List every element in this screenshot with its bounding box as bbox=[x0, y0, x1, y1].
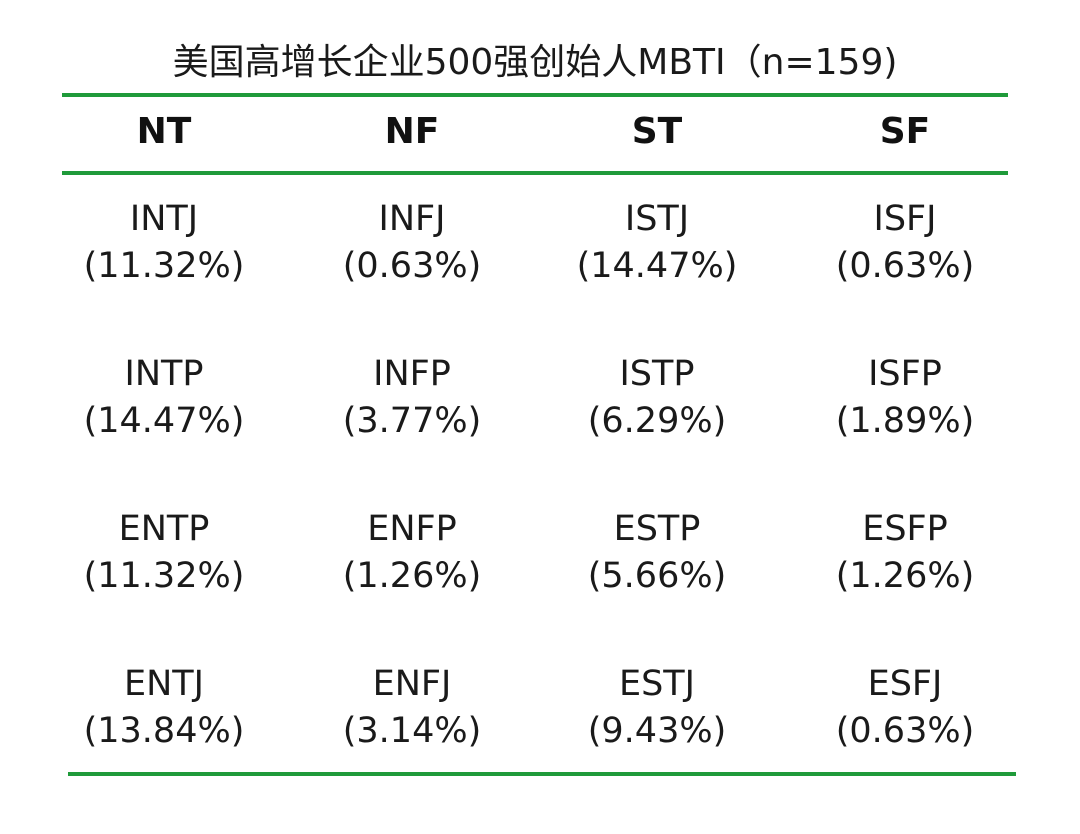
table-cell: ISFJ (0.63%) bbox=[785, 196, 1025, 296]
table-cell: ISFP (1.89%) bbox=[785, 351, 1025, 451]
table-title: 美国高增长企业500强创始人MBTI（n=159) bbox=[172, 42, 898, 83]
mbti-percent: (1.26%) bbox=[835, 556, 975, 596]
table-cell: INTJ (11.32%) bbox=[44, 196, 284, 296]
table-cell: ISTJ (14.47%) bbox=[537, 196, 777, 296]
mbti-type: ENTP bbox=[118, 509, 210, 549]
mbti-type: ISTP bbox=[619, 354, 695, 394]
bottom-rule bbox=[68, 772, 1016, 776]
column-header-nt: NT bbox=[136, 111, 192, 152]
mbti-type: ESTJ bbox=[618, 664, 696, 704]
column-header-nf: NF bbox=[384, 111, 440, 152]
mbti-type: ENTJ bbox=[124, 664, 204, 704]
mbti-percent: (14.47%) bbox=[83, 401, 245, 441]
table-cell: INTP (14.47%) bbox=[44, 351, 284, 451]
mbti-percent: (14.47%) bbox=[576, 246, 738, 286]
mbti-percent: (1.89%) bbox=[835, 401, 975, 441]
table-cell: ENTP (11.32%) bbox=[44, 506, 284, 606]
column-header-st: ST bbox=[631, 111, 683, 152]
mbti-type: INTJ bbox=[129, 199, 199, 239]
mbti-type: ESTP bbox=[613, 509, 701, 549]
header-rule bbox=[62, 171, 1008, 175]
mbti-type: INTP bbox=[124, 354, 204, 394]
mbti-percent: (11.32%) bbox=[83, 556, 245, 596]
mbti-percent: (3.14%) bbox=[342, 711, 482, 751]
table-cell: ENFP (1.26%) bbox=[292, 506, 532, 606]
mbti-type: ESFP bbox=[862, 509, 948, 549]
table-cell: ESTJ (9.43%) bbox=[537, 661, 777, 761]
mbti-percent: (13.84%) bbox=[83, 711, 245, 751]
top-rule bbox=[62, 93, 1008, 97]
mbti-type: ISTJ bbox=[624, 199, 690, 239]
mbti-type: ENFP bbox=[367, 509, 457, 549]
table-cell: ESFJ (0.63%) bbox=[785, 661, 1025, 761]
mbti-type: ESFJ bbox=[867, 664, 943, 704]
mbti-percent: (0.63%) bbox=[342, 246, 482, 286]
column-header-sf: SF bbox=[879, 111, 931, 152]
table-cell: INFJ (0.63%) bbox=[292, 196, 532, 296]
mbti-percent: (5.66%) bbox=[587, 556, 727, 596]
table-cell: INFP (3.77%) bbox=[292, 351, 532, 451]
table-cell: ESFP (1.26%) bbox=[785, 506, 1025, 606]
mbti-percent: (6.29%) bbox=[587, 401, 727, 441]
table-cell: ENTJ (13.84%) bbox=[44, 661, 284, 761]
table-cell: ESTP (5.66%) bbox=[537, 506, 777, 606]
mbti-percent: (0.63%) bbox=[835, 711, 975, 751]
mbti-type: ISFP bbox=[868, 354, 942, 394]
mbti-percent: (1.26%) bbox=[342, 556, 482, 596]
mbti-percent: (3.77%) bbox=[342, 401, 482, 441]
table-cell: ISTP (6.29%) bbox=[537, 351, 777, 451]
mbti-percent: (9.43%) bbox=[587, 711, 727, 751]
mbti-type: ISFJ bbox=[873, 199, 937, 239]
mbti-percent: (0.63%) bbox=[835, 246, 975, 286]
table-cell: ENFJ (3.14%) bbox=[292, 661, 532, 761]
mbti-percent: (11.32%) bbox=[83, 246, 245, 286]
mbti-type: ENFJ bbox=[372, 664, 452, 704]
mbti-type: INFP bbox=[373, 354, 451, 394]
mbti-type: INFJ bbox=[378, 199, 446, 239]
